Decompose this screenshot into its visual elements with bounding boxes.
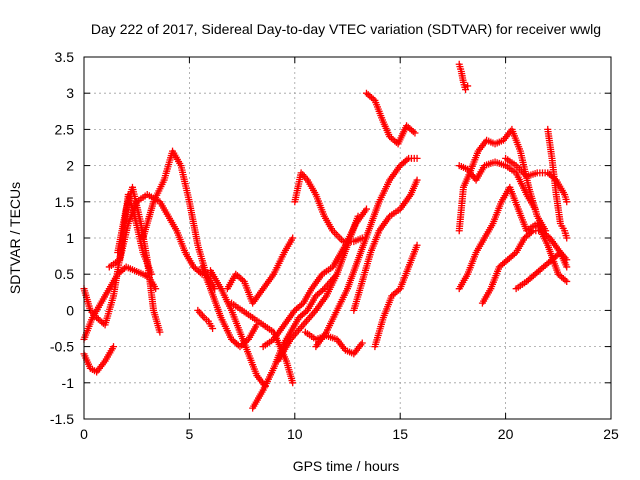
data-point xyxy=(411,129,419,137)
y-tick-label: -1 xyxy=(62,375,75,391)
tick-layer: 0 5 10 15 20 25 -1.5 -1 -0.5 0 0.5 1 1.5 2 2.5 3 3.5 xyxy=(50,49,619,442)
data-point xyxy=(563,234,571,242)
data-point xyxy=(362,205,370,213)
data-point xyxy=(464,82,472,90)
series-arc-7 xyxy=(194,306,217,332)
x-tick-label: 15 xyxy=(392,426,408,442)
y-tick-label: 0 xyxy=(66,302,74,318)
y-tick-label: 2.5 xyxy=(55,121,75,137)
data-point xyxy=(209,325,217,332)
y-tick-label: 0.5 xyxy=(55,266,75,282)
data-point xyxy=(110,343,118,351)
series-arc-28 xyxy=(544,125,571,242)
x-tick-label: 5 xyxy=(186,426,194,442)
y-tick-label: 1 xyxy=(66,230,74,246)
data-point xyxy=(413,176,421,184)
data-point xyxy=(563,263,571,271)
data-point xyxy=(289,379,297,387)
series-arc-26 xyxy=(512,248,571,293)
y-axis-label: SDTVAR / TECUs xyxy=(7,182,23,294)
y-tick-label: 3.5 xyxy=(55,49,75,65)
y-tick-label: 3 xyxy=(66,85,74,101)
series-arc-8 xyxy=(198,263,261,351)
series-arc-10 xyxy=(223,234,297,307)
data-point xyxy=(358,339,366,347)
data-point xyxy=(563,277,571,285)
series-arc-2 xyxy=(80,343,118,376)
series-arc-19 xyxy=(362,89,419,148)
y-tick-label: -1.5 xyxy=(50,411,74,427)
data-point xyxy=(531,205,539,213)
data-layer xyxy=(80,60,571,412)
y-tick-label: 2 xyxy=(66,158,74,174)
data-point xyxy=(289,234,297,242)
data-point xyxy=(563,198,571,206)
data-point xyxy=(354,212,362,220)
x-tick-label: 0 xyxy=(80,426,88,442)
series-arc-21 xyxy=(455,60,472,94)
series-arc-9 xyxy=(206,267,269,390)
series-arc-4 xyxy=(105,191,214,278)
data-point xyxy=(563,256,571,264)
series-arc-6 xyxy=(139,147,219,293)
series-arc-25 xyxy=(478,227,571,307)
x-tick-label: 10 xyxy=(287,426,303,442)
series-arc-18 xyxy=(350,176,421,314)
x-tick-label: 25 xyxy=(603,426,619,442)
data-point xyxy=(413,154,421,162)
x-axis-label: GPS time / hours xyxy=(293,458,400,474)
series-arc-23 xyxy=(455,158,539,213)
y-tick-label: -0.5 xyxy=(50,339,74,355)
y-tick-label: 1.5 xyxy=(55,194,75,210)
series-arc-17 xyxy=(312,154,421,351)
series-arc-20 xyxy=(371,241,421,351)
x-tick-label: 20 xyxy=(498,426,514,442)
chart-title: Day 222 of 2017, Sidereal Day-to-day VTE… xyxy=(91,21,601,37)
series-arc-15 xyxy=(274,212,362,365)
data-point xyxy=(156,328,164,336)
data-point xyxy=(413,241,421,249)
data-point xyxy=(462,86,470,94)
